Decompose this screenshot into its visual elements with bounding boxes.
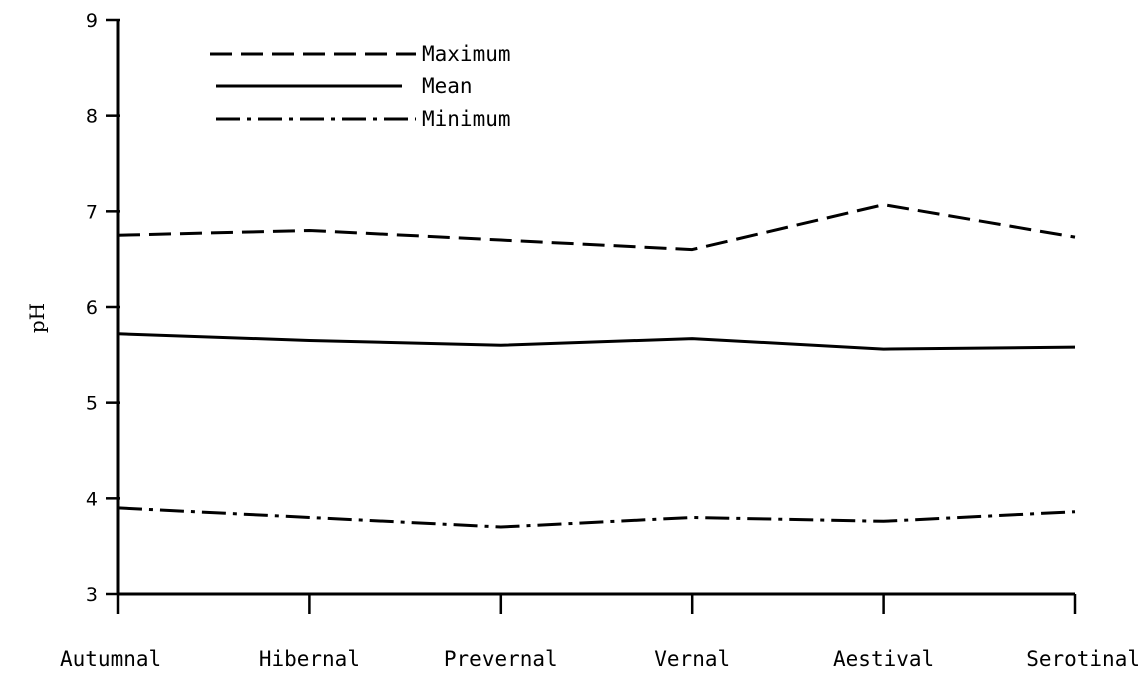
y-tick-label: 4: [86, 488, 98, 510]
x-tick-label: Aestival: [833, 647, 934, 671]
series-line-mean: [117, 332, 1076, 351]
series-line-minimum: [117, 506, 1076, 529]
axes: [116, 20, 1075, 596]
x-tick-label: Vernal: [654, 647, 730, 671]
legend-label-maximum: Maximum: [422, 42, 511, 66]
x-tick-label: Hibernal: [259, 647, 360, 671]
y-tick-label: 7: [86, 201, 98, 223]
series-line-maximum: [117, 203, 1076, 252]
y-tick-label: 6: [86, 297, 98, 319]
y-tick-label: 9: [86, 10, 98, 32]
series-lines: [117, 203, 1076, 529]
x-tick-label: Prevernal: [444, 647, 558, 671]
y-tick-label: 3: [86, 584, 98, 606]
y-tick-label: 5: [86, 393, 98, 415]
x-tick-label: Serotinal: [1026, 647, 1140, 671]
legend-label-mean: Mean: [422, 74, 473, 98]
y-tick-label: 8: [86, 106, 98, 128]
y-axis-ticks: 3 4 5 6 7 8 9: [86, 10, 120, 606]
x-tick-label: Autumnal: [60, 647, 161, 671]
x-axis-ticks: Autumnal Hibernal Prevernal Vernal Aestival S…: [60, 594, 1140, 671]
legend: Maximum Mean Minimum: [210, 42, 511, 131]
y-axis-title: pH: [25, 303, 49, 333]
legend-label-minimum: Minimum: [422, 107, 511, 131]
